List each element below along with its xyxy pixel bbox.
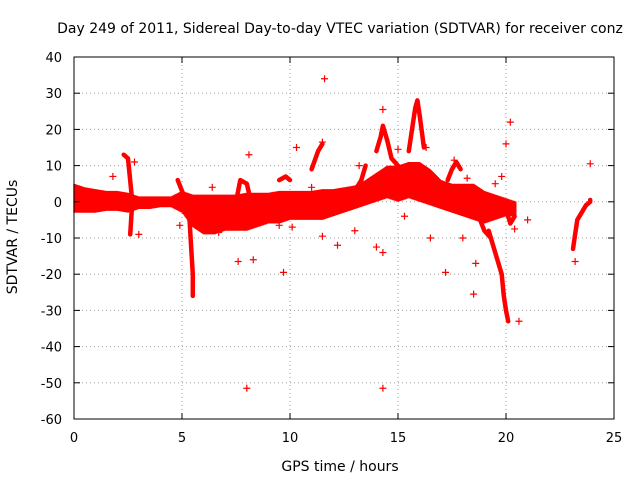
chart-title: Day 249 of 2011, Sidereal Day-to-day VTE… (57, 21, 623, 37)
data-point (318, 232, 326, 240)
data-trace (406, 98, 427, 154)
data-point (426, 234, 434, 242)
data-point (249, 256, 257, 264)
data-point (215, 229, 223, 237)
data-point (245, 151, 253, 159)
data-series-sdtvar (73, 75, 594, 392)
data-point (470, 290, 478, 298)
data-point (442, 268, 450, 276)
data-point (176, 221, 184, 229)
data-point (515, 317, 523, 325)
data-point (208, 183, 216, 191)
x-tick-label: 10 (282, 431, 299, 446)
data-point (502, 140, 510, 148)
data-trace (276, 174, 293, 183)
axes (73, 56, 615, 420)
data-point (355, 162, 363, 170)
x-tick-label: 20 (498, 431, 515, 446)
data-point (308, 183, 316, 191)
y-tick-label: 20 (45, 123, 62, 138)
plot-frame (73, 56, 615, 420)
data-trace (486, 228, 511, 324)
data-point (109, 172, 117, 180)
data-point (351, 227, 359, 235)
data-point (288, 223, 296, 231)
x-axis-label: GPS time / hours (281, 459, 398, 475)
data-point (498, 172, 506, 180)
y-tick-label: -10 (41, 232, 62, 247)
data-point (321, 75, 329, 83)
x-tick-label: 15 (390, 431, 407, 446)
y-tick-label: -40 (41, 341, 62, 356)
data-trace (570, 197, 593, 252)
data-point (491, 180, 499, 188)
data-point (463, 174, 471, 182)
y-tick-label: 30 (45, 87, 62, 102)
data-point (571, 258, 579, 266)
data-point (280, 268, 288, 276)
data-point (394, 145, 402, 153)
x-tick-label: 0 (70, 431, 78, 446)
data-point (511, 225, 519, 233)
data-point (450, 156, 458, 164)
data-point (275, 221, 283, 229)
data-point (506, 118, 514, 126)
data-point (243, 384, 251, 392)
data-trace (374, 123, 401, 168)
data-point (292, 144, 300, 151)
data-point (400, 212, 408, 220)
data-point (318, 138, 326, 146)
data-point (422, 144, 430, 151)
data-trace (445, 159, 463, 183)
x-tick-label: 25 (606, 431, 623, 446)
data-trace (341, 163, 368, 201)
data-point (372, 243, 380, 251)
x-tick-label: 5 (178, 431, 186, 446)
y-tick-label: 10 (45, 160, 62, 175)
data-point (586, 160, 594, 168)
data-point (379, 384, 387, 392)
y-tick-label: -60 (41, 413, 62, 428)
grid (74, 57, 614, 419)
data-point (234, 258, 242, 266)
y-tick-label: 40 (45, 51, 62, 66)
data-point (379, 248, 387, 256)
data-trace (309, 141, 325, 172)
data-point (524, 216, 532, 224)
data-point (130, 158, 138, 166)
y-tick-label: -30 (41, 304, 62, 319)
data-point (340, 191, 348, 199)
y-axis-label: SDTVAR / TECUs (5, 180, 21, 295)
y-tick-label: -20 (41, 268, 62, 283)
data-trace (186, 199, 196, 299)
data-point (459, 234, 467, 242)
data-point (379, 105, 387, 113)
data-trace (233, 177, 254, 205)
tick-labels: 0 5 10 15 20 25 -60 -50 -40 -30 -20 -10 0 10 20 30 40 (41, 51, 623, 446)
data-point (135, 230, 143, 238)
y-tick-label: 0 (54, 196, 62, 211)
data-point (334, 241, 342, 249)
data-trace (121, 152, 135, 237)
y-tick-label: -50 (41, 377, 62, 392)
data-point (472, 259, 480, 267)
data-trace (503, 206, 517, 226)
